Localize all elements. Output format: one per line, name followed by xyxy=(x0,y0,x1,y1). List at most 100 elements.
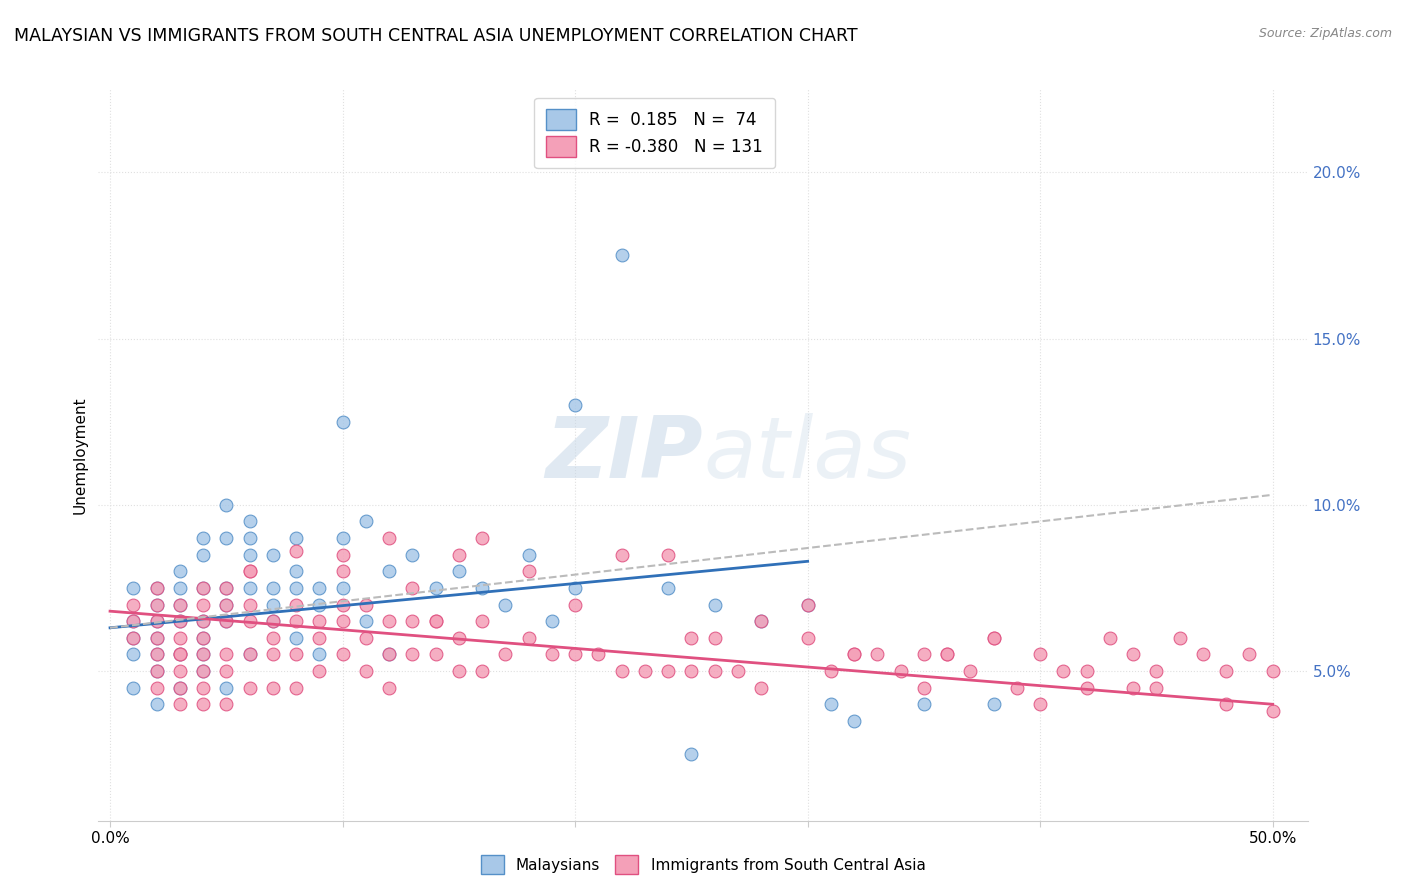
Point xyxy=(215,698,238,712)
Point xyxy=(239,564,262,578)
Point xyxy=(145,598,167,612)
Point xyxy=(285,564,308,578)
Point xyxy=(239,681,262,695)
Point xyxy=(191,548,214,562)
Point xyxy=(820,664,842,678)
Point xyxy=(912,648,935,662)
Point xyxy=(354,598,377,612)
Point xyxy=(262,614,284,628)
Point xyxy=(308,631,330,645)
Point xyxy=(936,648,959,662)
Point xyxy=(262,581,284,595)
Point xyxy=(447,631,470,645)
Point xyxy=(447,548,470,562)
Point xyxy=(169,648,191,662)
Point xyxy=(191,614,214,628)
Point xyxy=(354,664,377,678)
Point xyxy=(332,598,354,612)
Point xyxy=(262,598,284,612)
Point xyxy=(749,614,772,628)
Point xyxy=(215,648,238,662)
Point xyxy=(1261,704,1284,718)
Point xyxy=(191,614,214,628)
Point xyxy=(425,614,447,628)
Point xyxy=(959,664,981,678)
Point xyxy=(145,648,167,662)
Point xyxy=(145,631,167,645)
Point xyxy=(332,415,354,429)
Point xyxy=(1052,664,1074,678)
Point xyxy=(681,664,703,678)
Point xyxy=(517,564,540,578)
Point xyxy=(122,614,145,628)
Point xyxy=(983,698,1005,712)
Y-axis label: Unemployment: Unemployment xyxy=(73,396,89,514)
Point xyxy=(657,581,679,595)
Point xyxy=(588,648,610,662)
Point xyxy=(936,648,959,662)
Point xyxy=(191,648,214,662)
Point xyxy=(122,648,145,662)
Point xyxy=(169,598,191,612)
Point xyxy=(285,648,308,662)
Point xyxy=(215,614,238,628)
Point xyxy=(332,548,354,562)
Point xyxy=(471,664,494,678)
Point xyxy=(145,698,167,712)
Point xyxy=(1215,664,1237,678)
Point xyxy=(471,531,494,545)
Point xyxy=(215,598,238,612)
Point xyxy=(239,614,262,628)
Point xyxy=(1192,648,1215,662)
Point xyxy=(1076,664,1098,678)
Point xyxy=(401,614,423,628)
Point xyxy=(1215,698,1237,712)
Point xyxy=(191,681,214,695)
Point xyxy=(308,614,330,628)
Point xyxy=(796,631,818,645)
Point xyxy=(401,548,423,562)
Point xyxy=(262,681,284,695)
Point xyxy=(703,631,725,645)
Point xyxy=(1144,664,1167,678)
Point xyxy=(122,681,145,695)
Point xyxy=(401,648,423,662)
Point xyxy=(1029,648,1052,662)
Point xyxy=(239,531,262,545)
Point xyxy=(169,631,191,645)
Point xyxy=(332,531,354,545)
Point xyxy=(122,631,145,645)
Point xyxy=(122,598,145,612)
Point xyxy=(681,747,703,761)
Point xyxy=(262,648,284,662)
Point xyxy=(844,648,866,662)
Point xyxy=(239,564,262,578)
Point xyxy=(564,581,586,595)
Point xyxy=(610,548,633,562)
Point xyxy=(703,664,725,678)
Point xyxy=(517,631,540,645)
Point xyxy=(610,664,633,678)
Point xyxy=(145,664,167,678)
Point xyxy=(239,648,262,662)
Point xyxy=(262,631,284,645)
Point xyxy=(425,581,447,595)
Point xyxy=(308,664,330,678)
Point xyxy=(215,581,238,595)
Text: ZIP: ZIP xyxy=(546,413,703,497)
Point xyxy=(1005,681,1028,695)
Point xyxy=(145,631,167,645)
Point xyxy=(122,631,145,645)
Point xyxy=(145,664,167,678)
Point xyxy=(215,498,238,512)
Point xyxy=(169,614,191,628)
Point xyxy=(494,598,516,612)
Point xyxy=(332,564,354,578)
Point xyxy=(308,598,330,612)
Point xyxy=(262,548,284,562)
Point xyxy=(564,598,586,612)
Point xyxy=(983,631,1005,645)
Point xyxy=(912,681,935,695)
Point xyxy=(749,681,772,695)
Point xyxy=(169,648,191,662)
